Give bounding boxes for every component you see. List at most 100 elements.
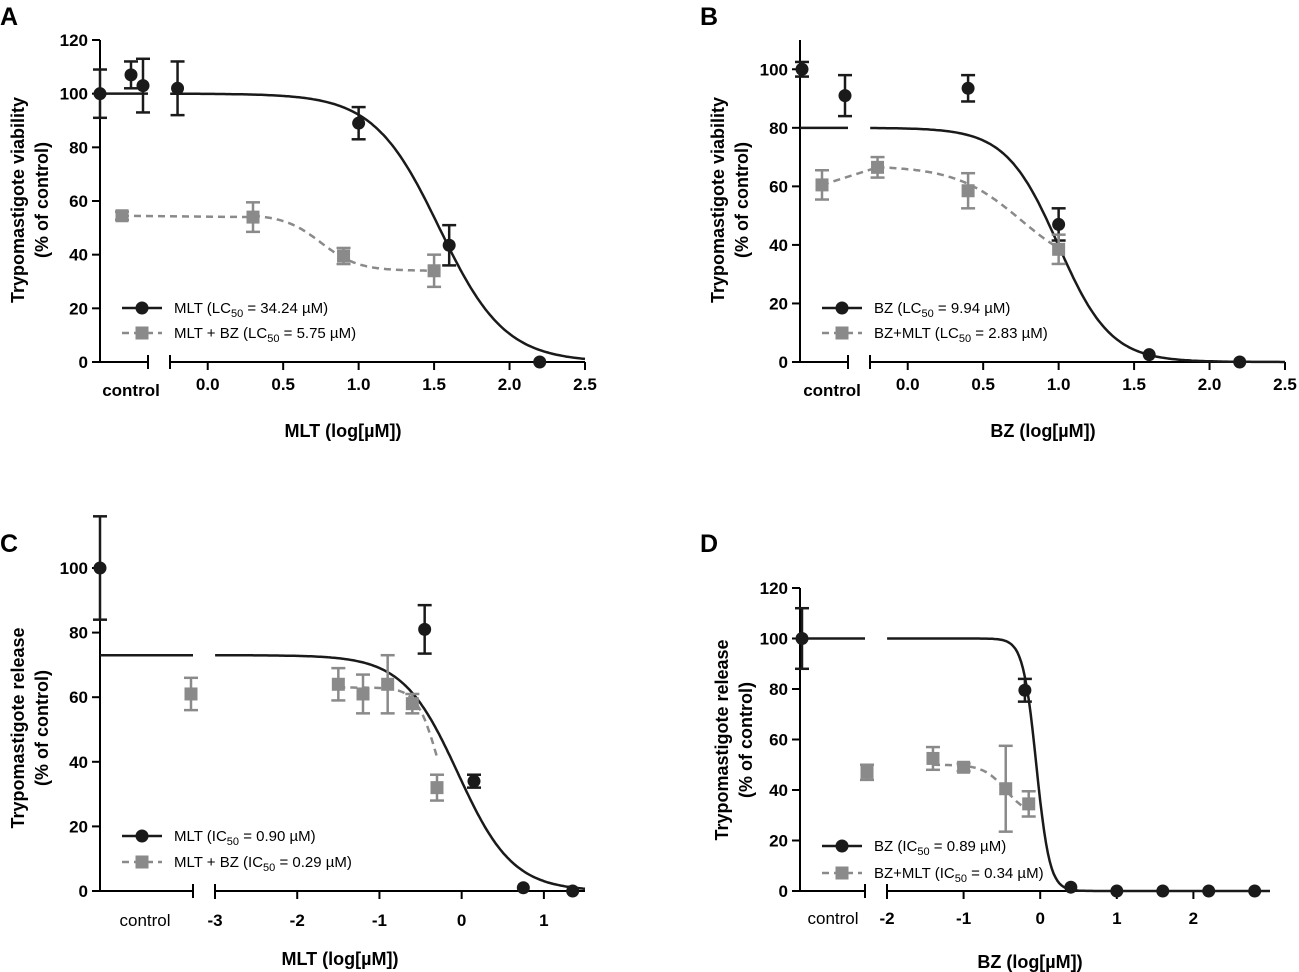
data-point: [957, 760, 971, 774]
x-tick-label: 2.5: [1273, 375, 1297, 394]
data-point: [405, 697, 419, 711]
x-tick-label: 2.0: [498, 375, 522, 394]
data-point: [926, 751, 940, 765]
data-point: [1233, 355, 1247, 369]
data-point: [1248, 884, 1262, 898]
data-point: [1018, 683, 1032, 697]
y-axis-subtitle: (% of control): [32, 670, 52, 786]
x-tick-label: 0: [1035, 909, 1044, 928]
legend-entry: BZ+MLT (IC50 = 0.34 µM): [822, 865, 1044, 885]
y-tick-label: 60: [69, 192, 88, 211]
legend-label: BZ+MLT (IC50 = 0.34 µM): [874, 865, 1044, 885]
x-tick-label: -1: [372, 911, 387, 930]
x-tick-label: -2: [879, 909, 894, 928]
y-tick-label: 20: [769, 294, 788, 313]
data-point: [427, 264, 441, 278]
panel-c: C 0 20 40 60 80 100 control -3 -2 -1 0 1 MLT (log[µM]…: [0, 515, 586, 969]
x-tick-label: 1.0: [347, 375, 371, 394]
x-tick-label: 2: [1189, 909, 1198, 928]
data-point: [566, 884, 580, 898]
series-combination: [115, 201, 442, 289]
data-point: [171, 81, 185, 95]
y-tick-label: 100: [760, 60, 788, 79]
legend-entry: MLT + BZ (IC50 = 0.29 µM): [122, 854, 352, 874]
data-point: [352, 116, 366, 130]
data-point: [1064, 880, 1078, 894]
y-tick-label: 80: [69, 138, 88, 157]
x-control-label: control: [102, 381, 160, 400]
y-axis-subtitle: (% of control): [732, 142, 752, 258]
x-control-label: control: [119, 911, 170, 930]
x-tick-label: 0.5: [271, 375, 295, 394]
panel-a: A 0 20 40 60 80 100 120 control 0.0 0.5 1.0 1.5 2.0 2.…: [0, 3, 597, 441]
panel-letter: A: [0, 3, 18, 31]
data-point: [1142, 348, 1156, 362]
legend-label: MLT + BZ (IC50 = 0.29 µM): [174, 854, 352, 874]
x-tick-label: 0.0: [896, 375, 920, 394]
y-tick-label: 20: [69, 299, 88, 318]
series-combination: [184, 653, 444, 802]
y-tick-label: 80: [69, 624, 88, 643]
legend-label: MLT (LC50 = 34.24 µM): [174, 300, 328, 320]
legend-circle-marker: [135, 829, 149, 843]
y-tick-label: 0: [779, 353, 788, 372]
y-axis-title: Trypomastigote viability: [8, 97, 28, 303]
y-axis-subtitle: (% of control): [736, 682, 756, 798]
fit-curve-control-link: [121, 214, 254, 219]
control-point: [860, 765, 874, 779]
legend-entry: BZ (IC50 = 0.89 µM): [822, 838, 1006, 858]
legend-circle-marker: [135, 301, 149, 315]
control-point: [795, 632, 809, 645]
data-point: [999, 782, 1013, 796]
series-combination: [860, 744, 1036, 833]
series-single: [93, 515, 586, 898]
y-tick-label: 100: [60, 559, 88, 578]
y-tick-label: 0: [779, 882, 788, 901]
panel-letter: C: [0, 530, 18, 558]
y-axis-title: Trypomastigote viability: [708, 97, 728, 303]
control-point: [795, 62, 809, 76]
control-point: [136, 79, 150, 93]
fit-curve: [215, 653, 586, 890]
data-point: [418, 622, 432, 636]
y-tick-label: 20: [69, 817, 88, 836]
series-single: [93, 57, 586, 369]
legend-label: MLT (IC50 = 0.90 µM): [174, 828, 316, 848]
panel-b: B 0 20 40 60 80 100 control 0.0 0.5 1.0 1.5 2.0 2.5 BZ…: [700, 3, 1297, 441]
x-control-label: control: [807, 909, 858, 928]
legend-label: BZ (LC50 = 9.94 µM): [874, 300, 1010, 320]
legend-entry: BZ+MLT (LC50 = 2.83 µM): [822, 325, 1048, 345]
y-tick-label: 120: [60, 31, 88, 50]
legend-square-marker: [835, 326, 849, 340]
data-point: [356, 687, 370, 701]
data-point: [1202, 884, 1216, 898]
x-axis-title: BZ (log[µM]): [990, 421, 1095, 441]
control-point: [115, 209, 129, 223]
panel-letter: B: [700, 3, 718, 31]
legend-circle-marker: [835, 301, 849, 315]
x-tick-label: 1.5: [422, 375, 446, 394]
y-tick-label: 100: [760, 630, 788, 649]
x-tick-label: -3: [207, 911, 222, 930]
control-point: [838, 89, 852, 103]
control-point: [815, 178, 829, 192]
x-axis-title: MLT (log[µM]): [282, 949, 399, 969]
legend-circle-marker: [835, 839, 849, 853]
control-point: [124, 68, 138, 82]
y-axis-subtitle: (% of control): [32, 142, 52, 258]
legend-label: BZ+MLT (LC50 = 2.83 µM): [874, 325, 1048, 345]
y-tick-label: 40: [769, 781, 788, 800]
y-tick-label: 40: [69, 753, 88, 772]
panel-letter: D: [700, 530, 718, 558]
data-point: [1052, 242, 1066, 256]
y-axis-title: Trypomastigote release: [712, 639, 732, 840]
legend-square-marker: [135, 326, 149, 340]
legend-square-marker: [135, 855, 149, 869]
x-tick-label: 1.5: [1122, 375, 1146, 394]
series-combination: [815, 155, 1066, 266]
y-tick-label: 60: [69, 688, 88, 707]
data-point: [961, 184, 975, 198]
legend-square-marker: [835, 866, 849, 880]
y-tick-label: 40: [69, 246, 88, 265]
